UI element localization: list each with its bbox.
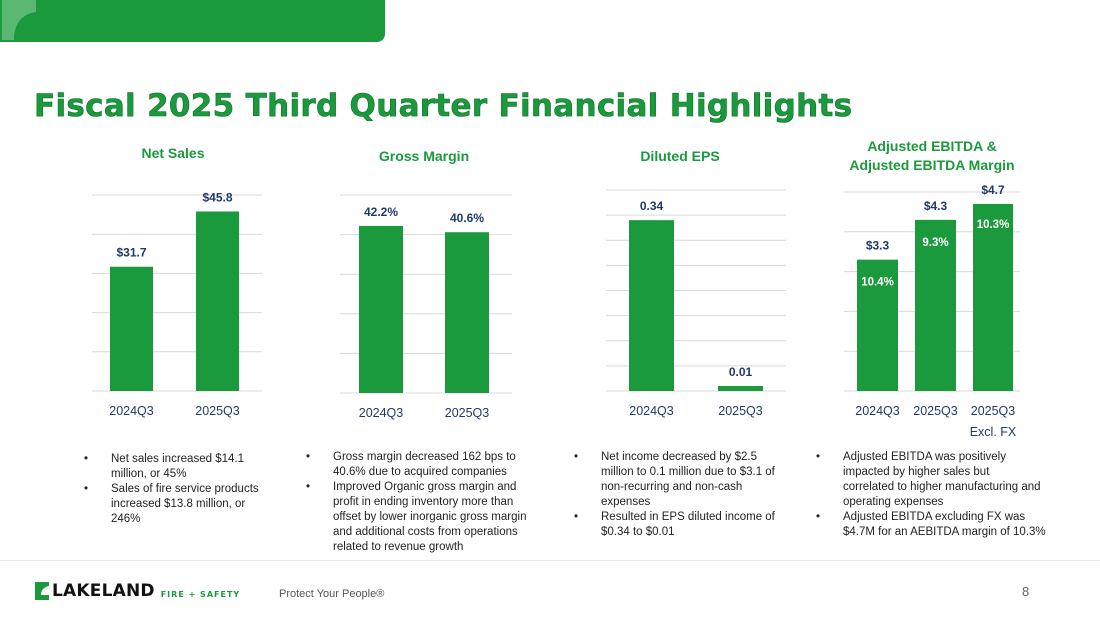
bar-value-label: $31.7 (116, 246, 146, 260)
company-logo: LAKELAND FIRE + SAFETY (34, 582, 240, 600)
bullet-item: Adjusted EBITDA excluding FX was$4.7M fo… (816, 510, 1086, 540)
bar-value-label: $4.3 (924, 199, 948, 213)
category-tick-label: 2025Q3 (913, 404, 958, 418)
bar (629, 220, 674, 391)
bar-inner-label: 9.3% (922, 237, 948, 249)
bar-inner-label: 10.3% (977, 219, 1010, 231)
bar-value-label: 0.34 (640, 199, 664, 213)
bar (915, 219, 956, 391)
bar (110, 266, 153, 391)
bar-value-label: $3.3 (866, 239, 890, 253)
bar-value-label: 40.6% (450, 211, 484, 225)
category-tick-label: 2024Q3 (109, 404, 154, 418)
category-tick-label: 2024Q3 (855, 404, 900, 418)
bullet-item: Sales of fire service productsincreased … (84, 482, 284, 527)
logo-subtitle: FIRE + SAFETY (160, 590, 241, 599)
category-tick-label: 2025Q3 (718, 404, 763, 418)
page-number: 8 (1022, 584, 1030, 599)
category-sublabel: Excl. FX (970, 425, 1017, 439)
bar-value-label: $45.8 (202, 190, 232, 204)
bar-value-label: 42.2% (364, 205, 398, 219)
chart-title-adjusted-ebitda: Adjusted EBITDA & Adjusted EBITDA Margin (832, 137, 1032, 175)
category-tick-label: 2025Q3 (445, 406, 490, 420)
logo-wordmark: LAKELAND (52, 581, 155, 601)
slide-title: Fiscal 2025 Third Quarter Financial High… (34, 88, 853, 125)
bullet-item: Improved Organic gross margin andprofit … (306, 480, 556, 555)
top-accent-bar (0, 0, 385, 42)
bar-value-label: 0.01 (729, 365, 753, 379)
footer-divider (0, 560, 1100, 561)
bar (196, 211, 239, 391)
tagline: Protect Your People® (279, 588, 385, 600)
logo-mark-icon (35, 582, 49, 600)
bullet-item: Resulted in EPS diluted income of$0.34 t… (574, 510, 804, 540)
chart-title-diluted-eps: Diluted EPS (640, 148, 720, 164)
bar (857, 259, 898, 391)
bar (973, 203, 1013, 391)
category-tick-label: 2025Q3 (195, 404, 240, 418)
bar (445, 232, 489, 393)
category-tick-label: 2025Q3 (971, 404, 1016, 418)
chart-title-gross-margin: Gross Margin (378, 148, 470, 164)
leaf-icon (2, 0, 36, 40)
bar (359, 225, 403, 393)
category-tick-label: 2024Q3 (629, 404, 674, 418)
category-tick-label: 2024Q3 (359, 406, 404, 420)
bar-value-label: $4.7 (981, 183, 1005, 197)
bar-inner-label: 10.4% (861, 277, 894, 289)
chart-title-line-2: Adjusted EBITDA Margin (849, 157, 1015, 173)
chart-title-line-1: Adjusted EBITDA & (867, 138, 997, 154)
bar (718, 385, 763, 391)
chart-title-net-sales: Net Sales (141, 145, 205, 161)
